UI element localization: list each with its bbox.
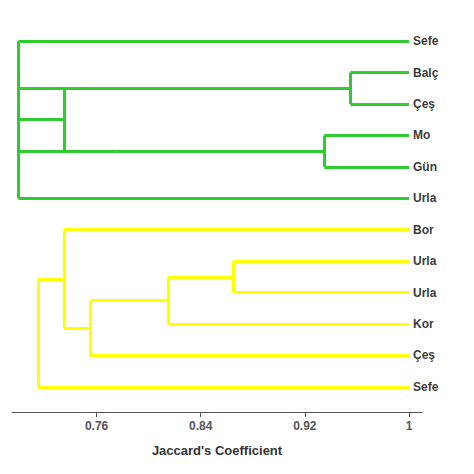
svg-text:Urla: Urla (413, 286, 437, 300)
svg-text:Urla: Urla (413, 191, 437, 205)
svg-text:Sefe: Sefe (413, 380, 439, 394)
svg-text:Sefe: Sefe (413, 34, 439, 48)
svg-text:Jaccard's Coefficient: Jaccard's Coefficient (152, 443, 283, 458)
svg-text:Gün: Gün (413, 160, 437, 174)
svg-text:Balç: Balç (413, 66, 439, 80)
svg-text:0.76: 0.76 (85, 419, 109, 433)
svg-text:Bor: Bor (413, 223, 434, 237)
svg-text:Mo: Mo (413, 128, 430, 142)
svg-text:0.84: 0.84 (189, 419, 213, 433)
svg-text:Çeş: Çeş (413, 97, 435, 111)
svg-text:Urla: Urla (413, 254, 437, 268)
svg-text:Kor: Kor (413, 317, 434, 331)
svg-text:0.92: 0.92 (293, 419, 317, 433)
svg-text:1: 1 (406, 419, 413, 433)
svg-text:Çeş: Çeş (413, 348, 435, 362)
